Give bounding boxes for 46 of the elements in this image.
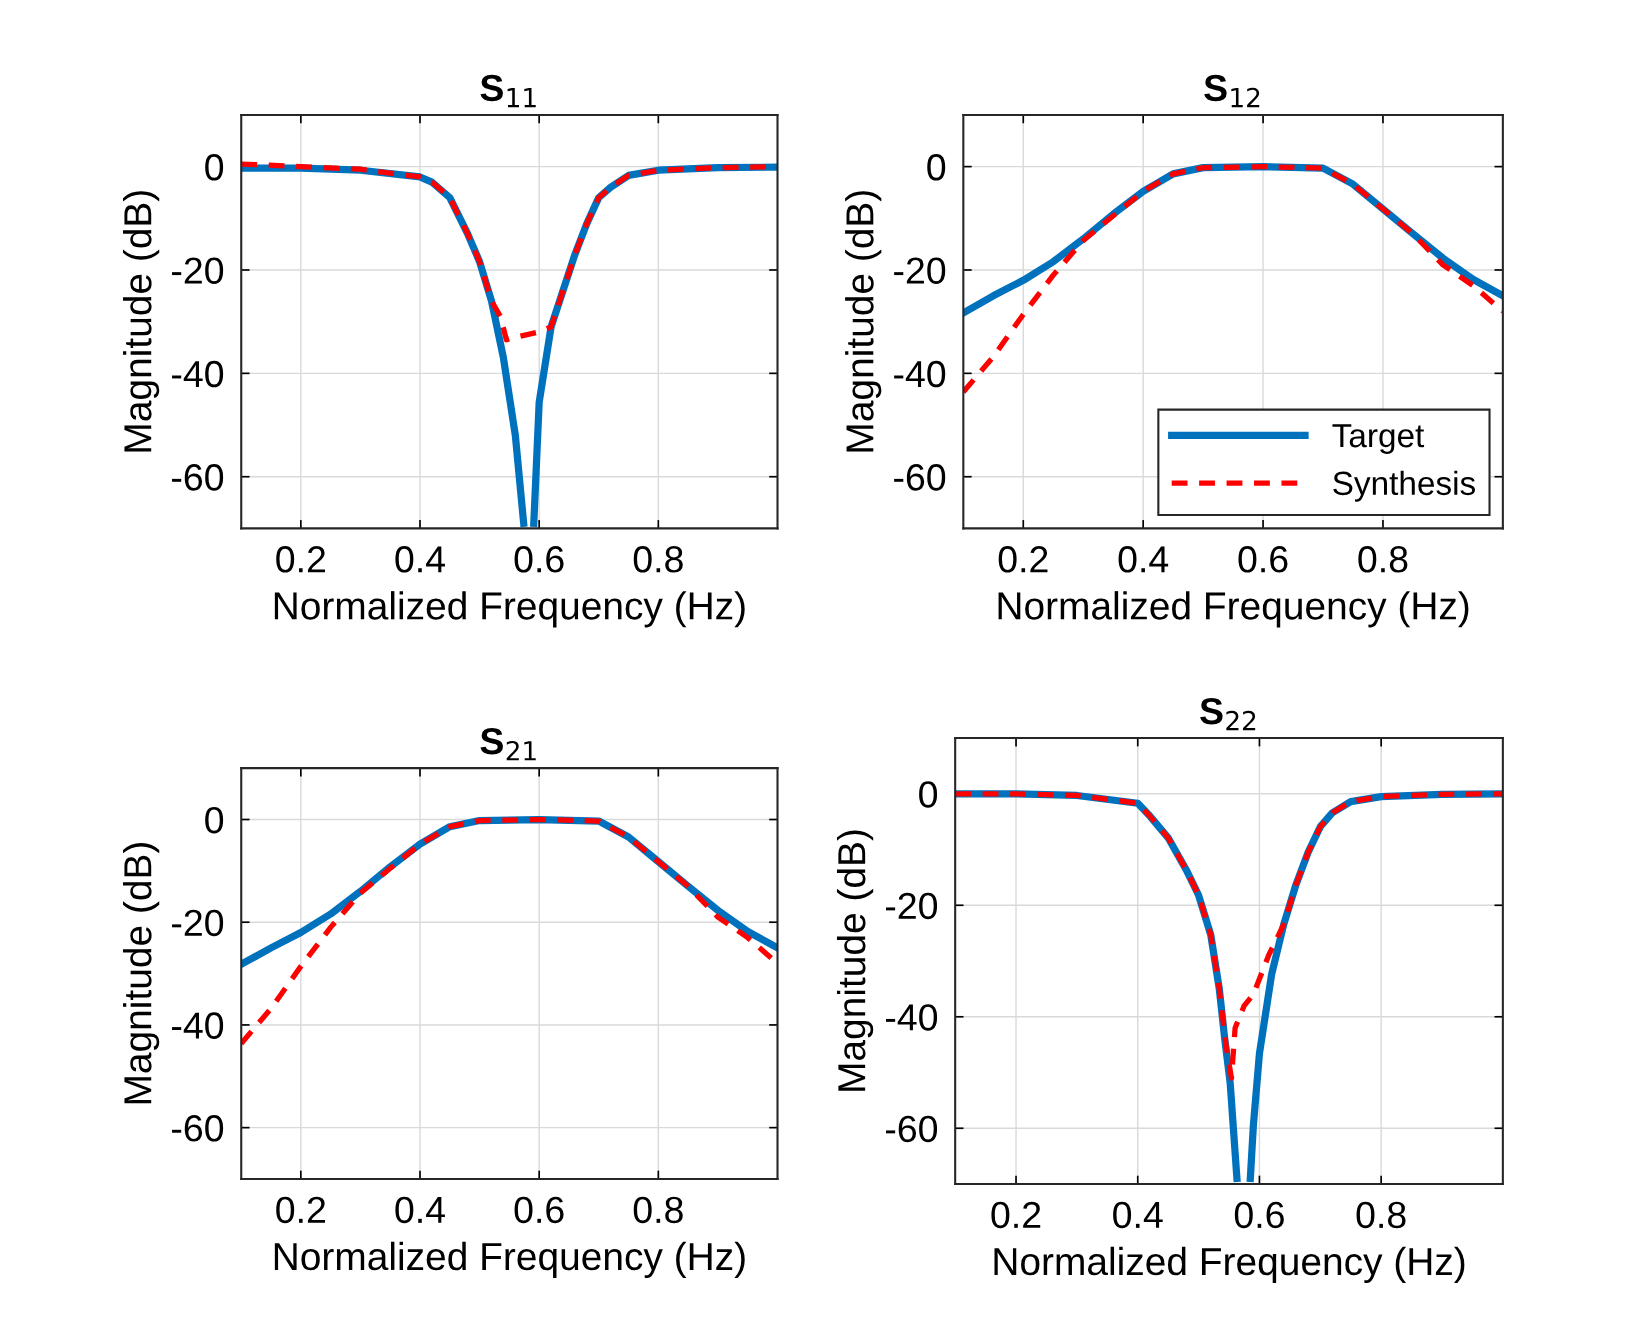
- x-tick-label: 0.8: [1358, 546, 1408, 573]
- x-tick-label: 0.8: [633, 546, 683, 573]
- x-tick-label: 0.6: [514, 1196, 564, 1224]
- y-tick-label: -40: [894, 360, 946, 388]
- y-tick-label: -20: [885, 892, 938, 920]
- x-axis-title: Normalized Frequency (Hz): [274, 1241, 745, 1278]
- legend-label: Synthesis: [1333, 470, 1475, 502]
- x-tick-label: 0.4: [1113, 1201, 1163, 1229]
- y-tick-label: -40: [172, 1012, 224, 1039]
- y-tick-label: -20: [894, 257, 946, 284]
- x-axis-title: Normalized Frequency (Hz): [994, 1246, 1465, 1283]
- y-tick-label: -60: [885, 1115, 938, 1143]
- y-tick-label: -40: [885, 1004, 938, 1031]
- x-tick-label: 0.2: [991, 1201, 1041, 1229]
- y-axis-title: Magnitude (dB): [845, 191, 882, 452]
- y-tick-label: -20: [172, 909, 224, 937]
- y-axis-title: Magnitude (dB): [123, 843, 160, 1104]
- y-tick-label: -60: [894, 464, 946, 491]
- x-tick-label: 0.2: [276, 546, 326, 573]
- y-tick-label: -60: [172, 464, 224, 491]
- y-tick-label: -40: [172, 360, 224, 388]
- x-axis-title: Normalized Frequency (Hz): [274, 591, 745, 628]
- x-tick-label: 0.8: [1356, 1201, 1406, 1229]
- y-axis-title: Magnitude (dB): [123, 191, 160, 452]
- chart-title: S$_{11}$: [480, 74, 536, 108]
- y-tick-label: 0: [927, 154, 946, 181]
- x-tick-label: 0.8: [633, 1196, 683, 1224]
- x-tick-label: 0.4: [395, 1196, 445, 1224]
- y-axis-title: Magnitude (dB): [836, 830, 874, 1091]
- legend-label: Target: [1332, 424, 1425, 454]
- x-tick-label: 0.6: [1238, 546, 1288, 573]
- x-tick-label: 0.4: [395, 546, 445, 573]
- y-tick-label: 0: [205, 806, 224, 834]
- x-tick-label: 0.6: [514, 546, 564, 573]
- chart-title: S$_{12}$: [1204, 74, 1260, 108]
- y-tick-label: -60: [172, 1115, 224, 1142]
- chart-title: S$_{22}$: [1200, 697, 1256, 731]
- chart-title: S$_{21}$: [480, 728, 536, 761]
- y-tick-label: 0: [205, 154, 224, 181]
- x-tick-label: 0.2: [276, 1196, 326, 1224]
- x-tick-label: 0.4: [1118, 546, 1169, 573]
- x-tick-label: 0.2: [998, 546, 1048, 573]
- x-tick-label: 0.6: [1234, 1201, 1284, 1229]
- y-tick-label: -20: [172, 257, 224, 284]
- x-axis-title: Normalized Frequency (Hz): [998, 591, 1469, 628]
- y-tick-label: 0: [919, 781, 938, 808]
